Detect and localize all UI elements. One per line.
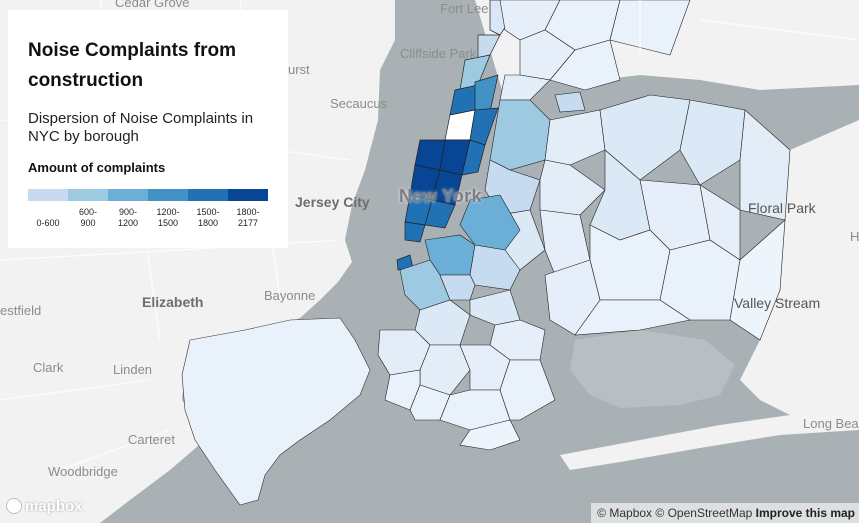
place-label-jersey-city: Jersey City (295, 194, 370, 210)
brooklyn-districts (377, 194, 556, 451)
legend-swatch (108, 189, 148, 201)
mapbox-logo-text: mapbox (25, 497, 83, 515)
place-label-cedar-grove: Cedar Grove (115, 0, 190, 10)
bronx-districts (499, 0, 691, 113)
map-title: Noise Complaints from construction (28, 40, 236, 91)
legend-label: 1500- 1800 (196, 207, 220, 228)
legend-label: 1200- 1500 (156, 207, 180, 228)
map-subtitle: Dispersion of Noise Complaints in NYC by… (28, 110, 254, 145)
place-label-bayonne: Bayonne (264, 288, 316, 303)
place-label-urst: urst (288, 62, 310, 77)
water-jamaica-bay (570, 330, 735, 408)
attribution-mapbox-link[interactable]: © Mapbox (597, 506, 653, 520)
place-label-valley-stream: Valley Stream (734, 295, 821, 311)
land-long-island (740, 120, 859, 430)
place-label-cliffside-park: Cliffside Park (400, 46, 477, 61)
legend-label: 1800- 2177 (236, 207, 260, 228)
legend-label: 0-600 (36, 218, 60, 228)
place-label-estfield: estfield (0, 303, 42, 318)
legend-title: Amount of complaints (28, 160, 166, 175)
legend-swatch (148, 189, 188, 201)
land-rockaway (560, 410, 859, 470)
legend-label: 600- 900 (78, 207, 97, 228)
mapbox-logo[interactable]: mapbox (6, 495, 83, 517)
legend-swatch (228, 189, 268, 201)
place-label-h: H (850, 229, 859, 244)
attribution-bar: © Mapbox © OpenStreetMap Improve this ma… (591, 503, 859, 523)
place-label-woodbridge: Woodbridge (48, 464, 118, 479)
staten-island (181, 317, 371, 506)
legend-swatch (68, 189, 108, 201)
place-label-fort-lee: Fort Lee (440, 1, 489, 16)
place-label-secaucus: Secaucus (330, 96, 388, 111)
place-label-clark: Clark (33, 360, 64, 375)
mapbox-logo-icon (6, 498, 22, 514)
legend-swatch (28, 189, 68, 201)
legend-label: 900- 1200 (117, 207, 139, 228)
place-label-elizabeth: Elizabeth (142, 294, 204, 310)
place-label-new-york: New York (399, 186, 482, 206)
legend-panel: Noise Complaints from construction Dispe… (8, 10, 288, 248)
attribution-osm-link[interactable]: © OpenStreetMap (655, 506, 753, 520)
place-label-floral-park: Floral Park (748, 200, 816, 216)
legend-color-bar (28, 189, 268, 201)
place-label-carteret: Carteret (128, 432, 175, 447)
improve-map-link[interactable]: Improve this map (755, 506, 855, 520)
place-label-long-beach: Long Bea (803, 416, 859, 431)
legend-swatch (188, 189, 228, 201)
place-label-linden: Linden (113, 362, 153, 377)
legend-labels: 0-600 600- 900 900- 1200 1200- 1500 1500- 18… (28, 207, 268, 229)
